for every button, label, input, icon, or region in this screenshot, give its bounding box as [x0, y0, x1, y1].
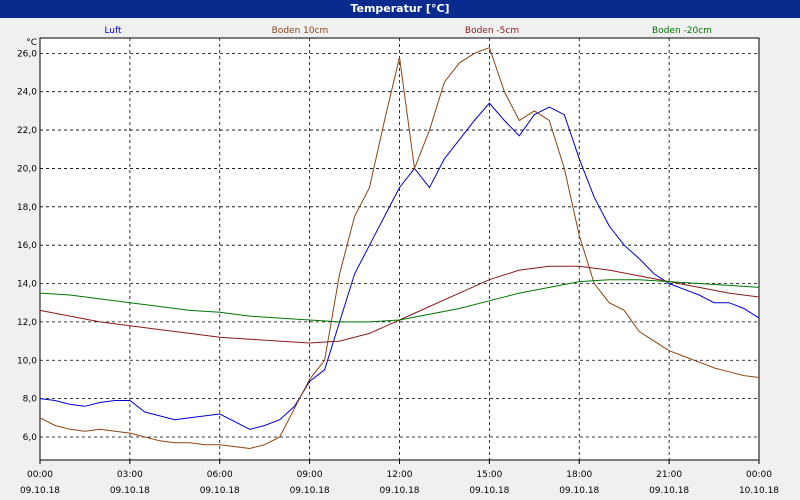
- x-tick-date: 09.10.18: [110, 486, 150, 496]
- x-tick-time: 09:00: [297, 470, 323, 480]
- x-tick-date: 09.10.18: [20, 486, 60, 496]
- legend-item: Luft: [104, 26, 122, 36]
- x-tick-time: 18:00: [566, 470, 592, 480]
- y-tick-label: 14,0: [17, 280, 37, 290]
- y-tick-label: 6,0: [23, 433, 38, 443]
- y-axis-label: °C: [26, 38, 37, 48]
- x-tick-time: 00:00: [27, 470, 53, 480]
- temperature-chart: 6,0 8,0 10,0 12,0 14,0 16,0 18,0 20,0 22,0 24,0 26…: [17, 26, 779, 496]
- x-tick-date: 09.10.18: [379, 486, 419, 496]
- y-tick-label: 18,0: [17, 203, 37, 213]
- x-tick-date: 09.10.18: [559, 486, 599, 496]
- legend-item: Boden -5cm: [465, 26, 519, 36]
- series-line-luft: [39, 102, 760, 430]
- x-tick-date: 09.10.18: [649, 486, 689, 496]
- x-tick-date: 09.10.18: [290, 486, 330, 496]
- y-tick-label: 10,0: [17, 356, 37, 366]
- y-tick-label: 22,0: [17, 126, 37, 136]
- y-tick-label: 12,0: [17, 318, 37, 328]
- x-tick-date: 09.10.18: [469, 486, 509, 496]
- y-tick-label: 24,0: [17, 88, 37, 98]
- x-tick-time: 15:00: [476, 470, 502, 480]
- y-tick-label: 20,0: [17, 164, 37, 174]
- x-tick-date: 10.10.18: [739, 486, 779, 496]
- x-tick-time: 12:00: [387, 470, 413, 480]
- y-tick-label: 16,0: [17, 241, 37, 251]
- x-tick-time: 03:00: [117, 470, 143, 480]
- legend-item: Boden -20cm: [652, 26, 712, 36]
- legend-item: Boden 10cm: [272, 26, 329, 36]
- y-tick-label: 26,0: [17, 49, 37, 59]
- chart-frame: 6,0 8,0 10,0 12,0 14,0 16,0 18,0 20,0 22,0 24,0 26…: [0, 18, 800, 500]
- x-tick-time: 06:00: [207, 470, 233, 480]
- chart-title: Temperatur [°C]: [0, 0, 800, 18]
- series-line-boden-10cm: [39, 46, 760, 450]
- series-line-boden-20cm: [39, 279, 760, 323]
- x-tick-time: 00:00: [746, 470, 772, 480]
- x-tick-time: 21:00: [656, 470, 682, 480]
- x-tick-date: 09.10.18: [200, 486, 240, 496]
- y-tick-label: 8,0: [23, 395, 38, 405]
